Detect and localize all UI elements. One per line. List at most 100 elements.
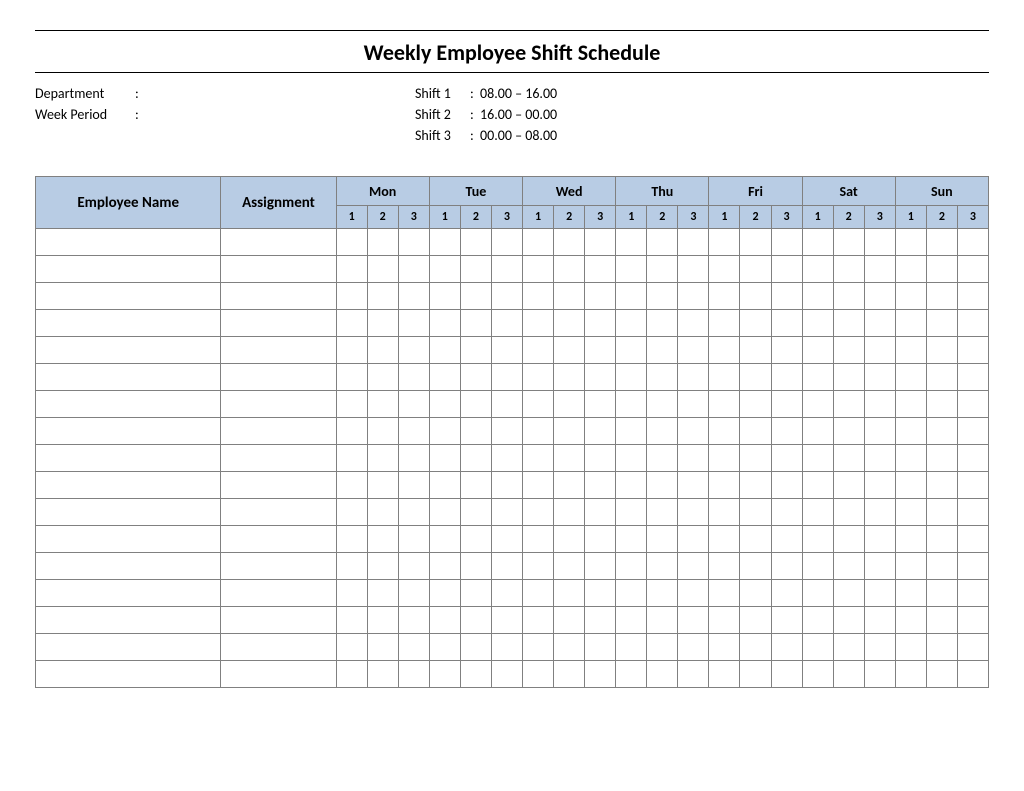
table-cell <box>678 418 709 445</box>
table-cell <box>802 310 833 337</box>
info-block: Department : Week Period : Shift 1 : 08.… <box>35 83 989 146</box>
table-cell <box>523 364 554 391</box>
col-header-shift-thu-2: 2 <box>647 206 678 229</box>
table-cell <box>647 526 678 553</box>
table-cell <box>429 526 460 553</box>
table-cell <box>864 256 895 283</box>
table-cell <box>709 472 740 499</box>
table-cell <box>740 553 771 580</box>
table-cell <box>833 391 864 418</box>
table-cell <box>802 418 833 445</box>
table-cell <box>398 283 429 310</box>
table-cell <box>802 283 833 310</box>
table-cell <box>833 634 864 661</box>
table-row <box>36 364 989 391</box>
table-cell <box>678 580 709 607</box>
table-cell <box>460 607 491 634</box>
table-cell <box>833 310 864 337</box>
table-cell <box>864 283 895 310</box>
table-cell <box>523 256 554 283</box>
table-cell <box>678 472 709 499</box>
table-cell <box>802 661 833 688</box>
table-cell <box>36 526 221 553</box>
table-cell <box>221 283 336 310</box>
table-cell <box>367 364 398 391</box>
table-cell <box>367 472 398 499</box>
table-cell <box>398 526 429 553</box>
table-cell <box>957 337 988 364</box>
col-header-day-mon: Mon <box>336 177 429 206</box>
table-cell <box>895 283 926 310</box>
col-header-assignment: Assignment <box>221 177 336 229</box>
table-cell <box>895 472 926 499</box>
table-cell <box>36 580 221 607</box>
table-cell <box>647 472 678 499</box>
table-cell <box>398 499 429 526</box>
table-cell <box>429 256 460 283</box>
table-cell <box>585 337 616 364</box>
table-cell <box>36 499 221 526</box>
shift1-colon: : <box>470 83 480 104</box>
table-cell <box>221 229 336 256</box>
table-cell <box>771 229 802 256</box>
table-cell <box>678 283 709 310</box>
table-cell <box>802 607 833 634</box>
table-cell <box>221 472 336 499</box>
table-cell <box>336 445 367 472</box>
table-row <box>36 391 989 418</box>
col-header-shift-mon-1: 1 <box>336 206 367 229</box>
info-left: Department : Week Period : <box>35 83 415 146</box>
table-cell <box>460 499 491 526</box>
table-cell <box>554 256 585 283</box>
table-cell <box>740 499 771 526</box>
table-cell <box>895 391 926 418</box>
table-cell <box>491 634 522 661</box>
shift3-time: 00.00 – 08.00 <box>480 125 557 146</box>
table-row <box>36 283 989 310</box>
table-cell <box>554 337 585 364</box>
table-cell <box>678 445 709 472</box>
table-cell <box>833 364 864 391</box>
table-cell <box>771 310 802 337</box>
table-cell <box>802 580 833 607</box>
table-cell <box>429 607 460 634</box>
table-cell <box>895 445 926 472</box>
table-row <box>36 580 989 607</box>
table-cell <box>523 283 554 310</box>
table-cell <box>491 661 522 688</box>
table-cell <box>554 418 585 445</box>
table-cell <box>957 580 988 607</box>
table-cell <box>957 283 988 310</box>
table-cell <box>616 256 647 283</box>
table-cell <box>398 634 429 661</box>
table-cell <box>367 337 398 364</box>
table-cell <box>957 553 988 580</box>
table-cell <box>460 229 491 256</box>
table-cell <box>523 337 554 364</box>
table-cell <box>802 391 833 418</box>
table-cell <box>336 364 367 391</box>
table-row <box>36 445 989 472</box>
col-header-day-thu: Thu <box>616 177 709 206</box>
table-cell <box>709 526 740 553</box>
table-cell <box>709 391 740 418</box>
table-cell <box>367 607 398 634</box>
table-cell <box>221 391 336 418</box>
table-cell <box>429 499 460 526</box>
table-cell <box>957 391 988 418</box>
table-cell <box>336 499 367 526</box>
table-cell <box>709 661 740 688</box>
table-cell <box>491 499 522 526</box>
table-cell <box>554 310 585 337</box>
table-cell <box>367 391 398 418</box>
shift2-colon: : <box>470 104 480 125</box>
table-cell <box>678 553 709 580</box>
table-cell <box>523 553 554 580</box>
table-cell <box>398 229 429 256</box>
table-cell <box>398 472 429 499</box>
table-cell <box>833 445 864 472</box>
table-cell <box>864 391 895 418</box>
table-cell <box>221 499 336 526</box>
table-row <box>36 553 989 580</box>
table-cell <box>491 337 522 364</box>
